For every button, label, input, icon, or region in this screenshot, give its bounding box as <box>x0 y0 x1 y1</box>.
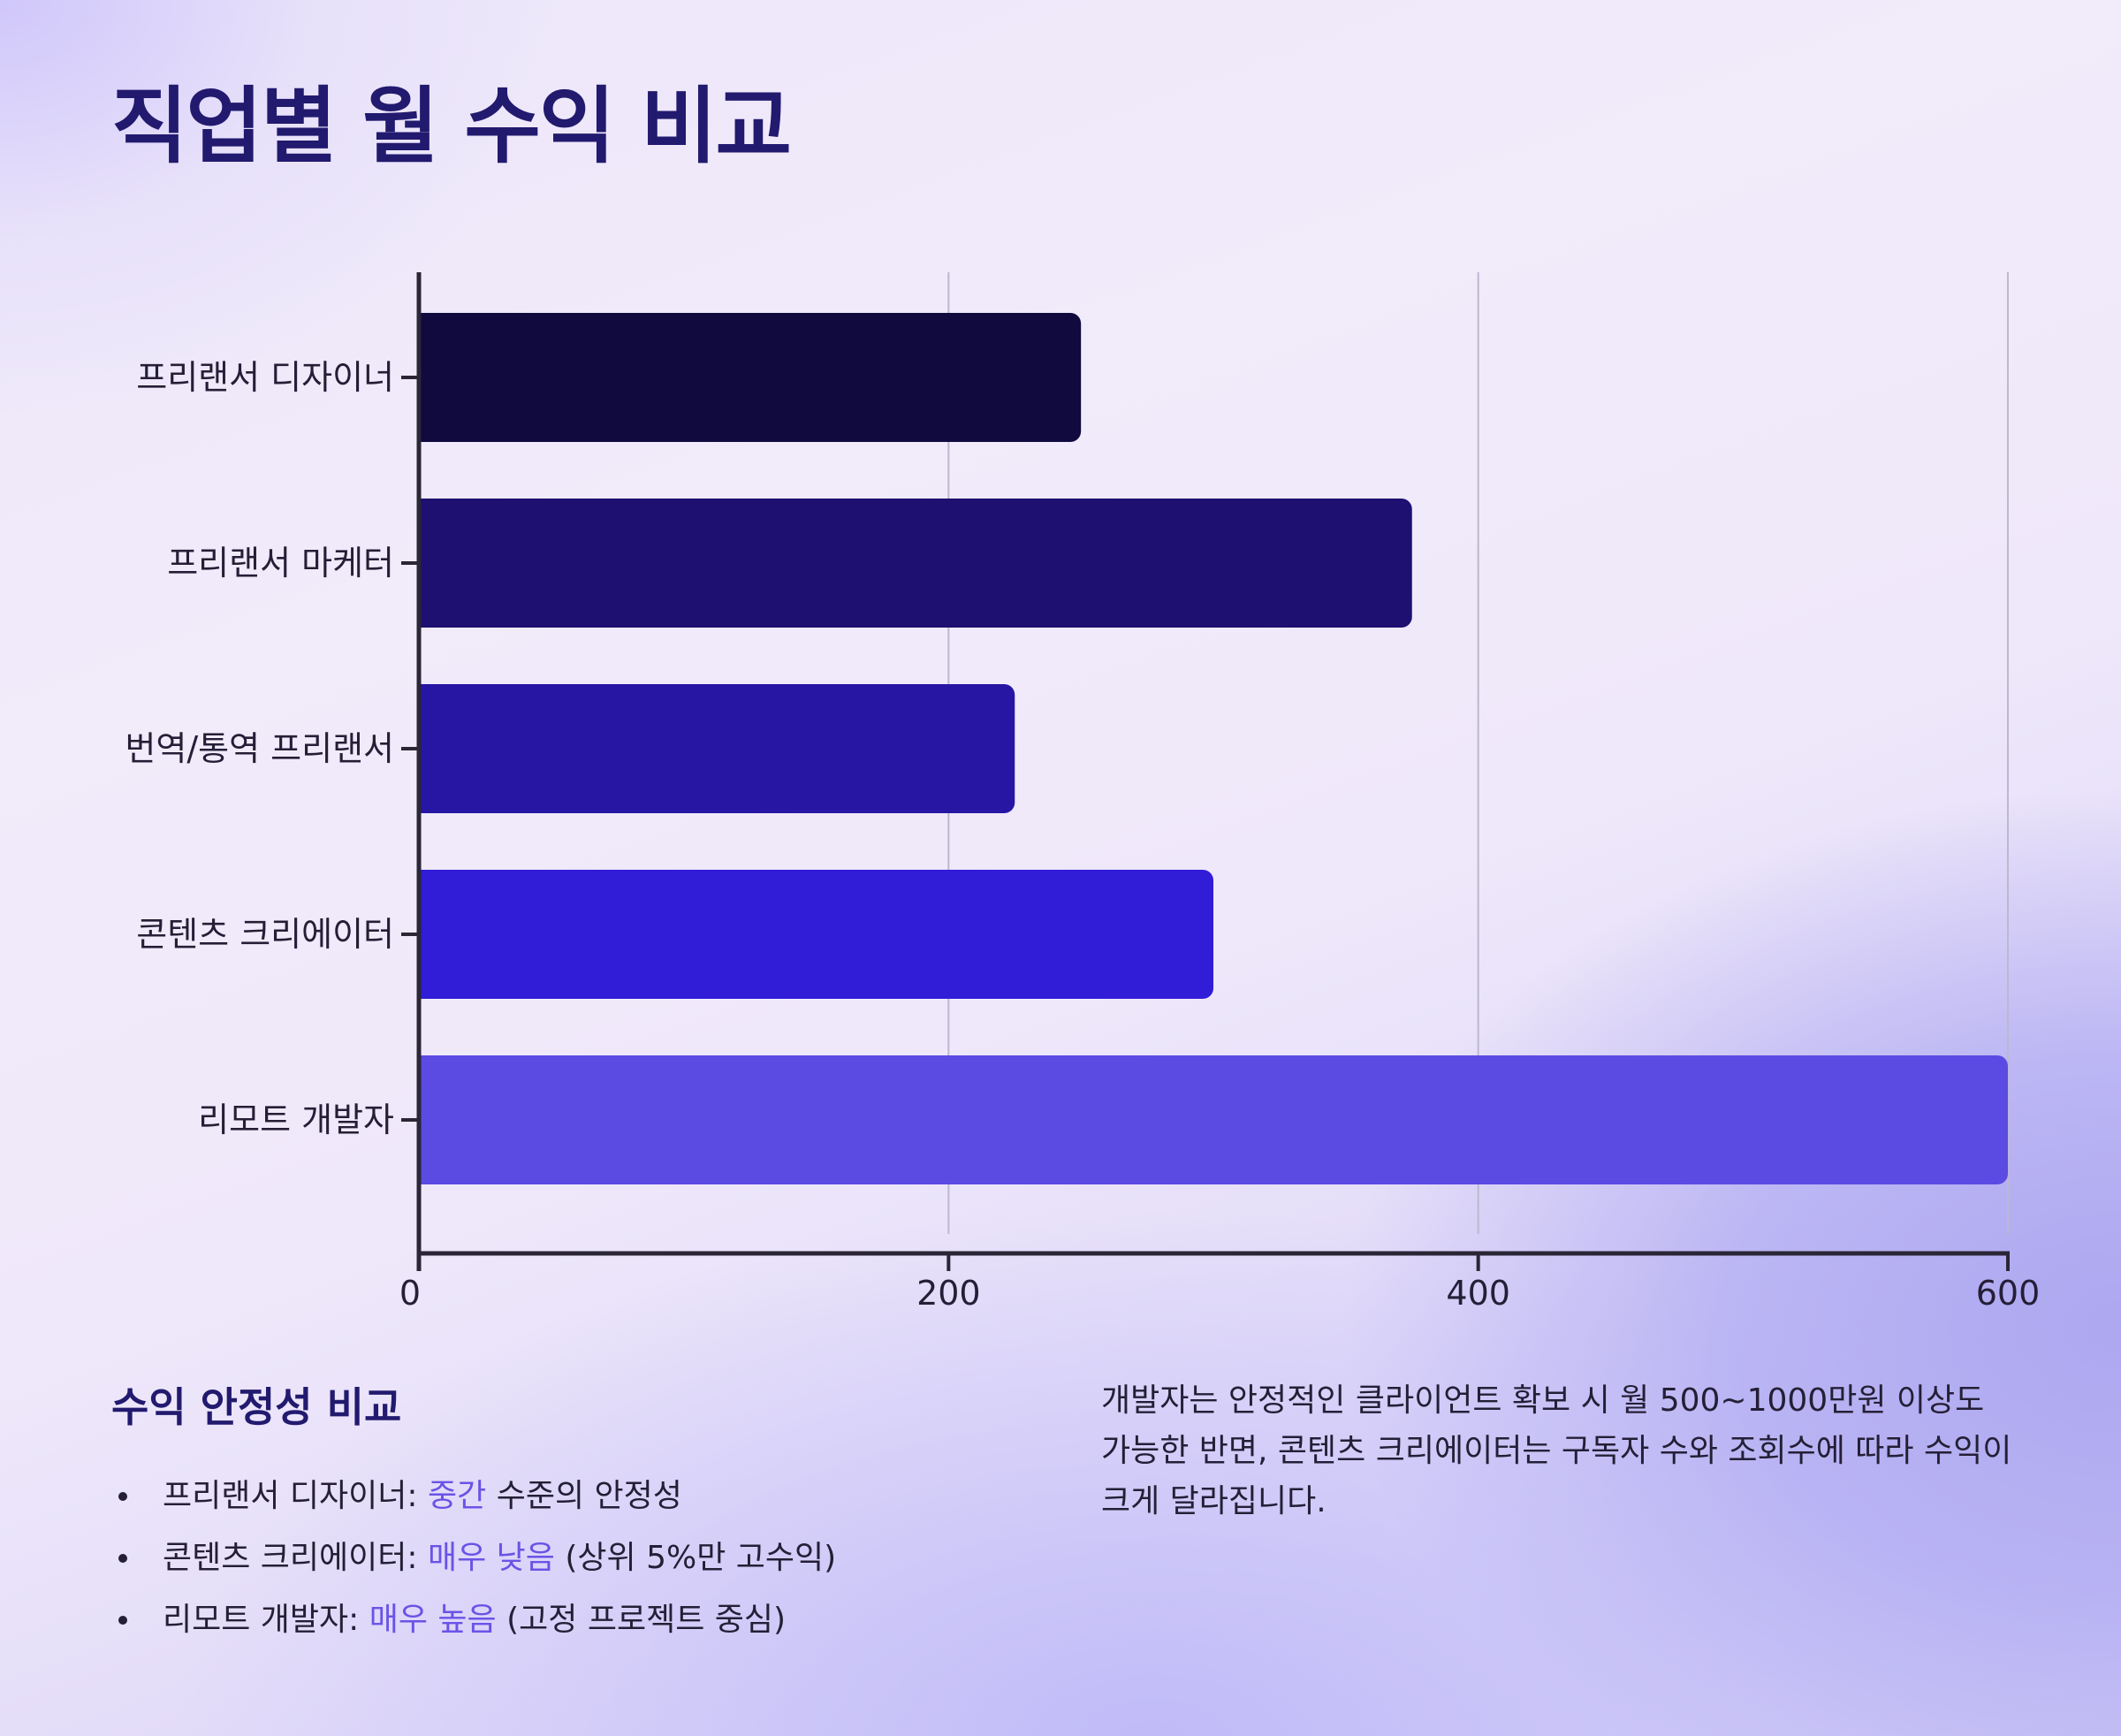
bullet-icon <box>118 1616 127 1625</box>
list-item: 콘텐츠 크리에이터: 매우 낮음 (상위 5%만 고수익) <box>111 1527 995 1589</box>
category-label: 번역/통역 프리랜서 <box>125 729 394 768</box>
list-item: 프리랜서 디자이너: 중간 수준의 안정성 <box>111 1466 995 1527</box>
x-tick-label: 200 <box>916 1274 981 1313</box>
x-tick-label: 0 <box>399 1274 421 1313</box>
bar <box>419 1055 2008 1184</box>
category-label: 프리랜서 마케터 <box>167 544 394 582</box>
list-item-note: 수준의 안정성 <box>496 1478 682 1514</box>
chart-axes <box>401 272 2010 1271</box>
bar <box>419 684 1015 813</box>
category-label: 프리랜서 디자이너 <box>136 358 394 397</box>
bar-base <box>419 499 437 628</box>
bar <box>419 499 1412 628</box>
x-tick-label: 600 <box>1976 1274 2041 1313</box>
list-item-note: (상위 5%만 고수익) <box>565 1540 837 1576</box>
page-title: 직업별 월 수익 비교 <box>111 79 792 175</box>
bar-base <box>419 684 437 813</box>
list-item-level: 매우 높음 <box>369 1602 497 1638</box>
stability-section: 수익 안정성 비교 프리랜서 디자이너: 중간 수준의 안정성 콘텐츠 크리에이… <box>111 1375 995 1651</box>
bar-shape <box>419 870 1213 999</box>
bar-shape <box>419 313 1082 442</box>
bar-shape <box>419 684 1015 813</box>
bar-base <box>419 313 437 442</box>
list-item-level: 매우 낮음 <box>428 1540 555 1576</box>
bar-shape <box>419 1055 2008 1184</box>
bar-base <box>419 870 437 999</box>
bar <box>419 313 1082 442</box>
list-item-name: 콘텐츠 크리에이터: <box>163 1540 418 1576</box>
bar <box>419 870 1213 999</box>
list-item-note: (고정 프로젝트 중심) <box>506 1602 787 1638</box>
category-label: 리모트 개발자 <box>198 1100 394 1139</box>
bar-base <box>419 1055 437 1184</box>
list-item-name: 프리랜서 디자이너: <box>163 1478 418 1514</box>
description-text: 개발자는 안정적인 클라이언트 확보 시 월 500~1000만원 이상도 가능… <box>1101 1382 2012 1519</box>
stability-title: 수익 안정성 비교 <box>111 1383 402 1431</box>
chart-bars <box>419 313 2008 1184</box>
category-label: 콘텐츠 크리에이터 <box>136 915 394 954</box>
bar-shape <box>419 499 1412 628</box>
list-item-level: 중간 <box>428 1478 487 1514</box>
x-tick-label: 400 <box>1446 1274 1510 1313</box>
bullet-icon <box>118 1492 127 1501</box>
list-item: 리모트 개발자: 매우 높음 (고정 프로젝트 중심) <box>111 1589 995 1651</box>
list-item-name: 리모트 개발자: <box>163 1602 360 1638</box>
stability-list: 프리랜서 디자이너: 중간 수준의 안정성 콘텐츠 크리에이터: 매우 낮음 (… <box>111 1466 995 1651</box>
bullet-icon <box>118 1554 127 1563</box>
